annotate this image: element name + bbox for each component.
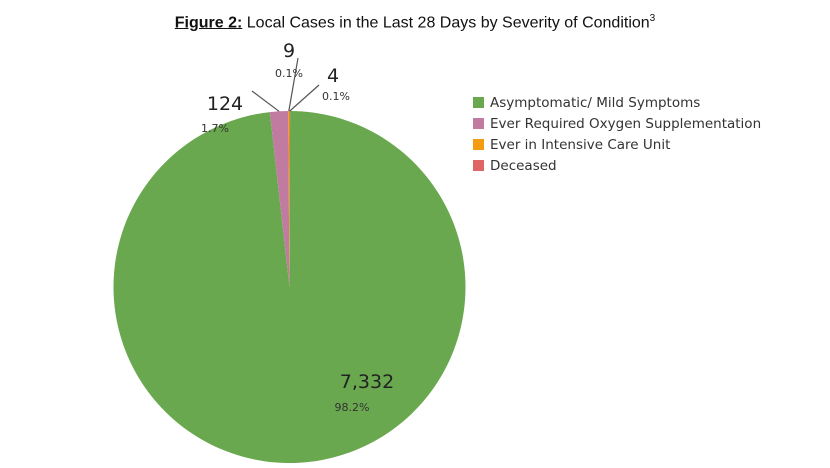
chart-title: Figure 2: Local Cases in the Last 28 Day… <box>0 13 830 32</box>
legend-label: Ever in Intensive Care Unit <box>490 136 671 153</box>
legend: Asymptomatic/ Mild Symptoms Ever Required… <box>473 92 761 176</box>
legend-swatch <box>473 118 484 129</box>
figure-number: Figure 2: <box>174 14 243 32</box>
data-label-value: 124 <box>207 93 243 115</box>
leader-line <box>288 57 299 112</box>
pie-slice <box>113 111 466 464</box>
leader-line <box>289 84 320 112</box>
data-label-percent: 0.1% <box>322 90 350 103</box>
leader-line <box>251 90 280 112</box>
pie-slice <box>288 111 290 287</box>
legend-swatch <box>473 160 484 171</box>
legend-swatch <box>473 97 484 108</box>
legend-label: Ever Required Oxygen Supplementation <box>490 115 762 132</box>
legend-label: Asymptomatic/ Mild Symptoms <box>490 94 701 111</box>
legend-item: Ever Required Oxygen Supplementation <box>473 113 761 134</box>
footnote-ref: 3 <box>649 13 656 24</box>
legend-swatch <box>473 139 484 150</box>
data-label-percent: 1.7% <box>201 122 229 135</box>
pie-slice <box>289 111 291 287</box>
pie-slice <box>269 111 290 288</box>
legend-label: Deceased <box>490 157 557 174</box>
legend-item: Ever in Intensive Care Unit <box>473 134 761 155</box>
data-label-value: 9 <box>283 40 295 62</box>
data-label-value: 4 <box>327 65 339 87</box>
data-label-percent: 0.1% <box>275 67 303 80</box>
title-text: Local Cases in the Last 28 Days by Sever… <box>246 14 650 32</box>
legend-item: Asymptomatic/ Mild Symptoms <box>473 92 761 113</box>
data-label-value: 7,332 <box>340 371 394 393</box>
legend-item: Deceased <box>473 155 761 176</box>
data-label-percent: 98.2% <box>335 401 370 414</box>
